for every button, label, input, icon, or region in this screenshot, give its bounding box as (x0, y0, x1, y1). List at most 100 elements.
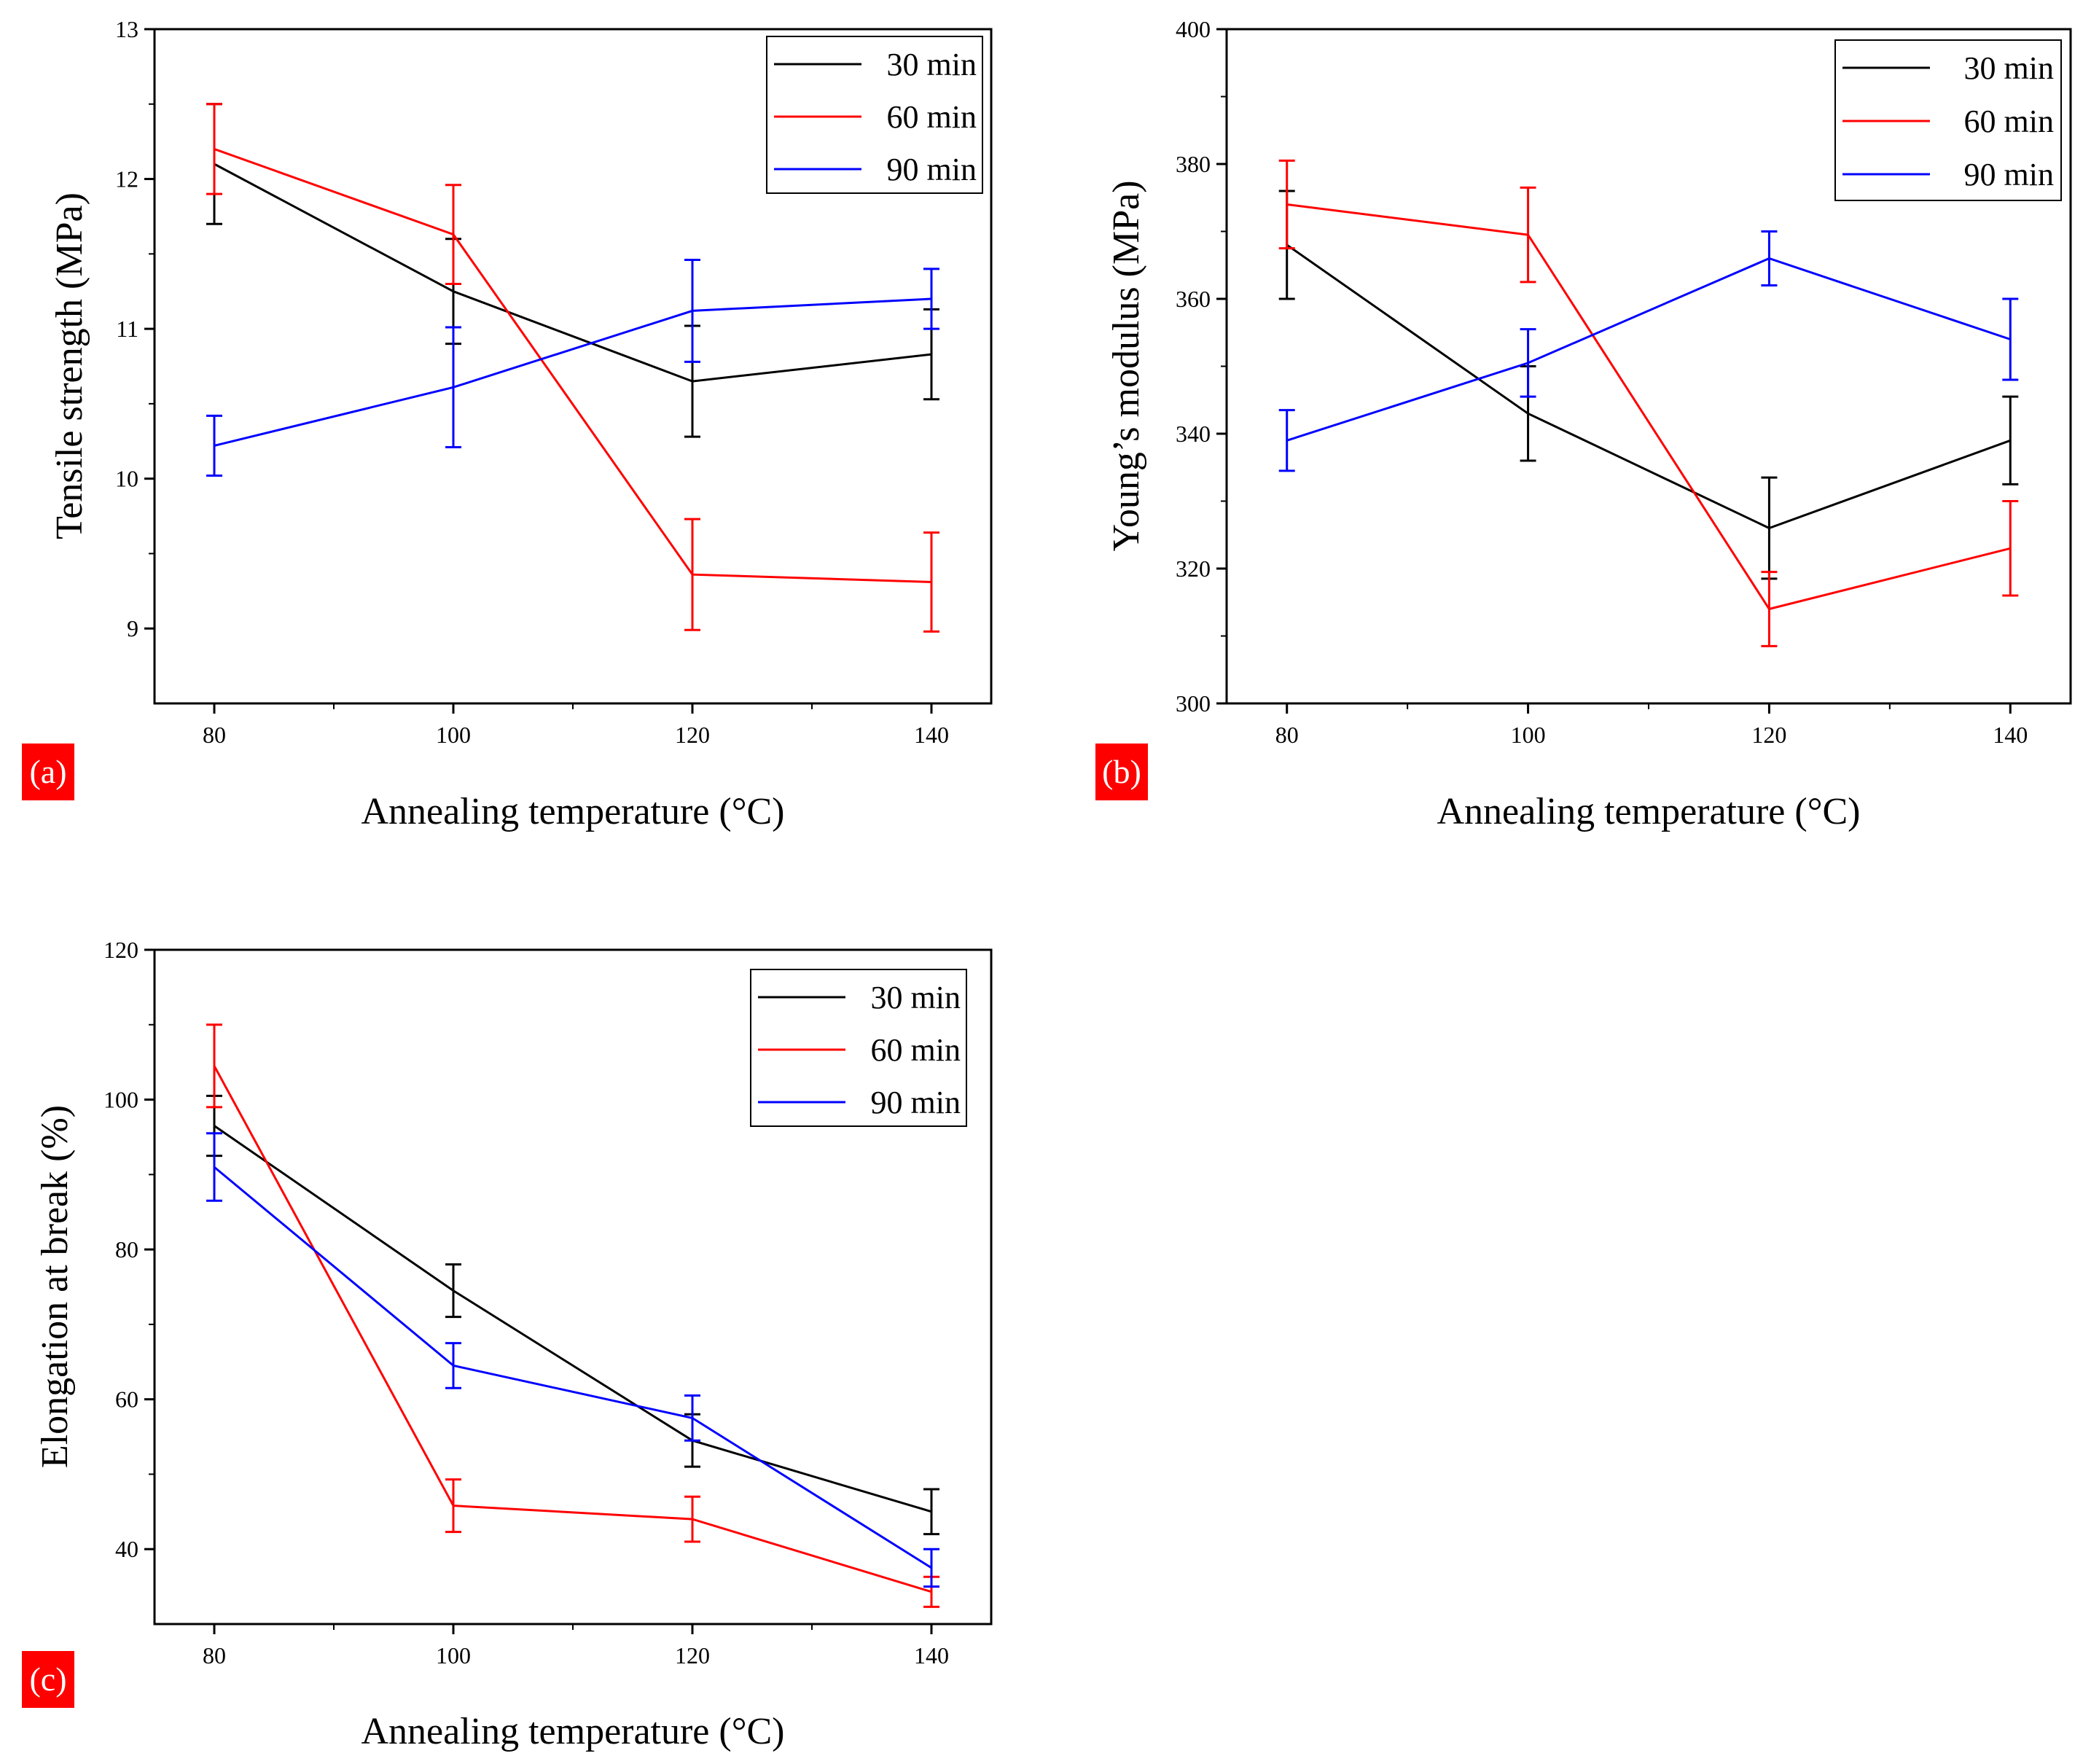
error-bar-60-min (445, 1478, 461, 1534)
error-bar-90-min (1761, 230, 1778, 286)
series-line-90-min (1286, 257, 2011, 442)
x-axis-title: Annealing temperature (°C) (361, 1711, 784, 1752)
legend-label-90-min: 90 min (1964, 157, 2054, 192)
error-bar-90-min (2002, 297, 2019, 381)
series-line-60-min (1286, 203, 2011, 611)
x-tick-label: 120 (675, 722, 710, 748)
error-bar-60-min (684, 1495, 700, 1543)
x-tick-label: 100 (436, 1642, 471, 1669)
plot-area (206, 103, 939, 633)
error-bar-30-min (1761, 476, 1778, 580)
series-line-30-min (214, 163, 932, 383)
legend-label-60-min: 60 min (887, 99, 977, 135)
legend: 30 min 60 min 90 min (750, 969, 967, 1127)
x-tick-label: 80 (1275, 722, 1299, 748)
series-line-60-min (213, 1065, 932, 1593)
panel-b: 80 100 120 140 300 320 340 360 380 400 30 min 60 … (1095, 16, 2072, 832)
y-tick-label: 300 (1176, 690, 1211, 717)
plot-area (1278, 159, 2019, 647)
error-bar-90-min (445, 1342, 461, 1389)
panel-label-badge: (b) (1095, 744, 1148, 800)
error-bar-30-min (2002, 395, 2019, 485)
y-tick-label: 340 (1176, 421, 1211, 447)
error-bar-60-min (445, 184, 461, 285)
panel-label-background (1095, 744, 1148, 800)
error-bar-90-min (206, 1132, 222, 1202)
plot-area (206, 1023, 939, 1608)
x-tick-label: 100 (1511, 722, 1546, 748)
legend-box (750, 969, 967, 1127)
error-bar-60-min (206, 103, 222, 195)
legend: 30 min 60 min 90 min (1834, 39, 2062, 201)
y-tick-label: 400 (1176, 16, 1211, 42)
legend-label-90-min: 90 min (887, 152, 977, 187)
series-line-90-min (214, 297, 932, 447)
legend-box (766, 36, 983, 194)
error-bar-90-min (1278, 409, 1295, 472)
series-line-30-min (214, 1125, 932, 1513)
error-bar-30-min (923, 1488, 939, 1536)
x-axis-title: Annealing temperature (°C) (1437, 791, 1860, 832)
panel-label-background (22, 1651, 74, 1708)
y-tick-label: 120 (103, 937, 138, 963)
error-bar-60-min (206, 1023, 222, 1109)
y-tick-label: 380 (1176, 151, 1211, 177)
x-tick-label: 100 (436, 722, 471, 748)
y-tick-label: 100 (103, 1087, 138, 1113)
error-bar-90-min (206, 414, 222, 477)
error-bar-90-min (923, 268, 939, 330)
y-tick-label: 60 (115, 1386, 138, 1413)
error-bar-90-min (923, 1548, 939, 1588)
y-tick-label: 12 (115, 166, 138, 192)
error-bar-90-min (684, 259, 700, 363)
panel-label: (a) (29, 753, 66, 790)
legend-label-60-min: 60 min (1964, 104, 2054, 139)
panel-label-badge: (a) (22, 744, 74, 800)
x-tick-label: 80 (203, 722, 226, 748)
y-tick-label: 11 (116, 316, 138, 342)
error-bar-60-min (1520, 186, 1536, 284)
error-bar-90-min (1520, 328, 1536, 398)
x-tick-label: 120 (675, 1642, 710, 1669)
error-bar-90-min (684, 1394, 700, 1442)
x-axis-title: Annealing temperature (°C) (361, 791, 784, 832)
y-tick-label: 13 (115, 16, 138, 42)
y-tick-label: 40 (115, 1536, 138, 1562)
error-bar-60-min (2002, 500, 2019, 597)
y-axis-title: Tensile strength (MPa) (49, 192, 90, 539)
error-bar-60-min (1761, 571, 1778, 647)
axis-ticks: 80 100 120 140 40 60 80 100 120 (103, 937, 949, 1669)
legend: 30 min 60 min 90 min (766, 36, 983, 194)
y-tick-label: 9 (127, 615, 138, 641)
error-bar-60-min (684, 518, 700, 631)
legend-label-30-min: 30 min (887, 47, 977, 82)
panel-label-badge: (c) (22, 1651, 74, 1708)
x-tick-label: 80 (203, 1642, 226, 1669)
panel-label: (c) (29, 1660, 66, 1698)
x-tick-label: 140 (914, 722, 949, 748)
legend-label-30-min: 30 min (1964, 50, 2054, 86)
panel-label: (b) (1102, 753, 1141, 790)
panel-c: 80 100 120 140 40 60 80 100 120 30 min 60 min 90… (22, 937, 993, 1752)
series-line-60-min (214, 147, 932, 583)
legend-label-30-min: 30 min (871, 980, 961, 1015)
y-tick-label: 80 (115, 1236, 138, 1262)
axis-ticks: 80 100 120 140 9 10 11 12 13 (115, 16, 949, 748)
panel-label-background (22, 744, 74, 800)
y-axis-title: Young’s modulus (MPa) (1106, 180, 1147, 551)
y-tick-label: 320 (1176, 555, 1211, 582)
series-line-90-min (214, 1166, 932, 1569)
series-line-30-min (1286, 243, 2011, 530)
x-tick-label: 120 (1751, 722, 1786, 748)
error-bar-90-min (445, 326, 461, 448)
x-tick-label: 140 (1993, 722, 2028, 748)
panel-a: 80 100 120 140 9 10 11 12 13 30 min 60 min 90 mi… (22, 16, 993, 832)
x-tick-label: 140 (914, 1642, 949, 1669)
legend-label-90-min: 90 min (871, 1085, 961, 1120)
error-bar-60-min (1278, 159, 1295, 250)
axis-ticks: 80 100 120 140 300 320 340 360 380 400 (1176, 16, 2028, 748)
error-bar-60-min (923, 531, 939, 633)
y-tick-label: 360 (1176, 286, 1211, 312)
legend-label-60-min: 60 min (871, 1032, 961, 1068)
